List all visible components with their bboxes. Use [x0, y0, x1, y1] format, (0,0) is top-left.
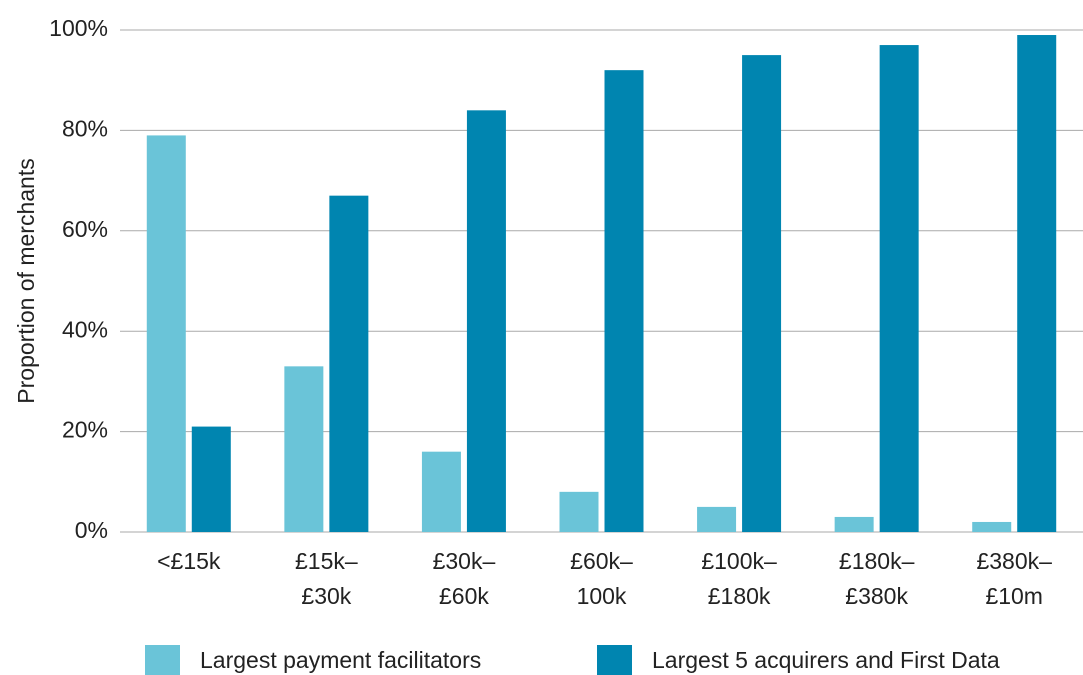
bar	[834, 516, 874, 532]
x-tick-label-line: £60k–	[570, 548, 633, 574]
bar	[421, 451, 461, 532]
x-tick-label: <£15k	[157, 548, 221, 574]
x-tick-label: £60k– 100k	[570, 548, 633, 609]
y-tick-label: 80%	[62, 115, 108, 141]
y-tick-label: 20%	[62, 417, 108, 443]
x-tick-label: £100k– £180k	[701, 548, 777, 609]
legend-swatch	[597, 645, 632, 675]
x-tick-label-line: £380k–	[976, 548, 1052, 574]
x-tick-label: £30k– £60k	[433, 548, 496, 609]
x-tick-label-line: £380k	[845, 583, 908, 609]
x-tick-label-line: £180k	[708, 583, 771, 609]
x-tick-label-line: £30k	[301, 583, 351, 609]
y-tick-label: 100%	[49, 15, 108, 41]
legend-swatch	[145, 645, 180, 675]
bar	[1017, 35, 1057, 533]
x-tick-label-line: £15k–	[295, 548, 358, 574]
y-tick-label: 0%	[75, 517, 108, 543]
x-tick-label-line: <£15k	[157, 548, 221, 574]
y-axis-label: Proportion of merchants	[13, 158, 39, 403]
legend-label: Largest payment facilitators	[200, 647, 481, 673]
x-tick-label-line: £30k–	[433, 548, 496, 574]
bar	[329, 195, 369, 532]
bar	[697, 506, 737, 532]
bar	[466, 110, 506, 532]
x-tick-label-line: £180k–	[839, 548, 915, 574]
y-tick-label: 60%	[62, 216, 108, 242]
legend-label: Largest 5 acquirers and First Data	[652, 647, 1000, 673]
bar	[879, 45, 919, 533]
x-tick-label: £380k– £10m	[976, 548, 1052, 609]
bar	[191, 426, 231, 532]
bar	[559, 491, 599, 532]
x-tick-label-line: £10m	[985, 583, 1043, 609]
bar	[284, 366, 324, 532]
bar	[604, 70, 644, 532]
x-tick-label: £15k– £30k	[295, 548, 358, 609]
x-tick-label-line: £100k–	[701, 548, 777, 574]
bar	[146, 135, 186, 533]
bar	[972, 521, 1012, 532]
x-tick-label: £180k– £380k	[839, 548, 915, 609]
bar	[742, 55, 782, 532]
x-tick-label-line: £60k	[439, 583, 489, 609]
y-tick-label: 40%	[62, 316, 108, 342]
x-tick-label-line: 100k	[577, 583, 627, 609]
